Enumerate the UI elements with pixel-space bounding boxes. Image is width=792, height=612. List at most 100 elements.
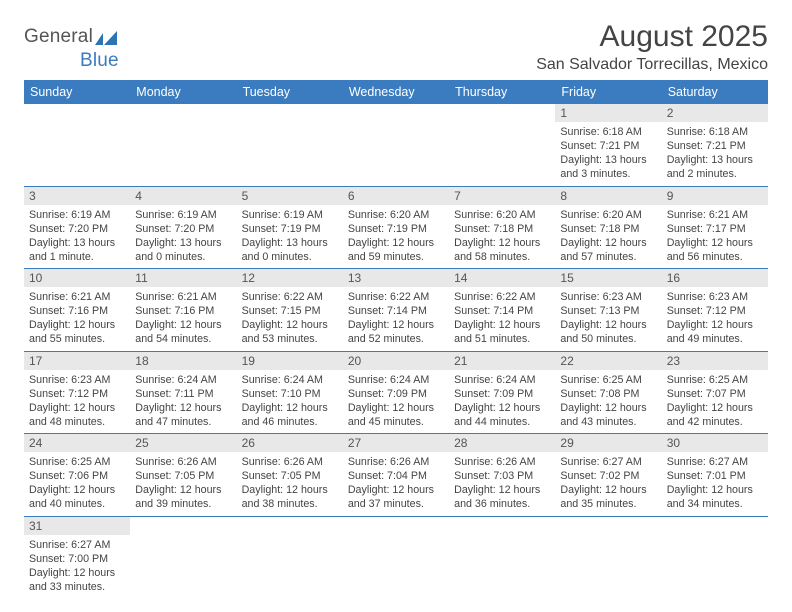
calendar-cell: 14Sunrise: 6:22 AMSunset: 7:14 PMDayligh… <box>449 269 555 352</box>
day-data: Sunrise: 6:19 AMSunset: 7:20 PMDaylight:… <box>24 205 130 269</box>
calendar-cell: . <box>449 516 555 598</box>
sunset-text: Sunset: 7:10 PM <box>242 387 338 401</box>
calendar-cell: 1Sunrise: 6:18 AMSunset: 7:21 PMDaylight… <box>555 104 661 186</box>
sunrise-text: Sunrise: 6:19 AM <box>29 208 125 222</box>
sunrise-text: Sunrise: 6:27 AM <box>29 538 125 552</box>
page-header: General August 2025 San Salvador Torreci… <box>24 20 768 74</box>
day-number: 16 <box>662 269 768 287</box>
calendar-cell: 18Sunrise: 6:24 AMSunset: 7:11 PMDayligh… <box>130 351 236 434</box>
day-data: Sunrise: 6:23 AMSunset: 7:12 PMDaylight:… <box>662 287 768 351</box>
day-data: Sunrise: 6:19 AMSunset: 7:20 PMDaylight:… <box>130 205 236 269</box>
daylight-text: Daylight: 12 hours and 37 minutes. <box>348 483 444 511</box>
calendar-cell: 12Sunrise: 6:22 AMSunset: 7:15 PMDayligh… <box>237 269 343 352</box>
daylight-text: Daylight: 13 hours and 1 minute. <box>29 236 125 264</box>
day-data: Sunrise: 6:22 AMSunset: 7:15 PMDaylight:… <box>237 287 343 351</box>
day-number: 20 <box>343 352 449 370</box>
sunset-text: Sunset: 7:20 PM <box>29 222 125 236</box>
calendar-cell: 22Sunrise: 6:25 AMSunset: 7:08 PMDayligh… <box>555 351 661 434</box>
day-header: Saturday <box>662 80 768 104</box>
sunrise-text: Sunrise: 6:22 AM <box>242 290 338 304</box>
calendar-cell: 30Sunrise: 6:27 AMSunset: 7:01 PMDayligh… <box>662 434 768 517</box>
calendar-cell: 29Sunrise: 6:27 AMSunset: 7:02 PMDayligh… <box>555 434 661 517</box>
day-header: Thursday <box>449 80 555 104</box>
daylight-text: Daylight: 12 hours and 38 minutes. <box>242 483 338 511</box>
daylight-text: Daylight: 12 hours and 33 minutes. <box>29 566 125 594</box>
day-data: Sunrise: 6:24 AMSunset: 7:09 PMDaylight:… <box>343 370 449 434</box>
day-data: Sunrise: 6:18 AMSunset: 7:21 PMDaylight:… <box>662 122 768 186</box>
calendar-row: 31Sunrise: 6:27 AMSunset: 7:00 PMDayligh… <box>24 516 768 598</box>
daylight-text: Daylight: 13 hours and 0 minutes. <box>135 236 231 264</box>
sunrise-text: Sunrise: 6:24 AM <box>242 373 338 387</box>
day-number: 23 <box>662 352 768 370</box>
sunrise-text: Sunrise: 6:26 AM <box>348 455 444 469</box>
day-number: 28 <box>449 434 555 452</box>
daylight-text: Daylight: 12 hours and 52 minutes. <box>348 318 444 346</box>
calendar-row: 10Sunrise: 6:21 AMSunset: 7:16 PMDayligh… <box>24 269 768 352</box>
daylight-text: Daylight: 12 hours and 45 minutes. <box>348 401 444 429</box>
day-number: 13 <box>343 269 449 287</box>
sunset-text: Sunset: 7:12 PM <box>667 304 763 318</box>
calendar-table: Sunday Monday Tuesday Wednesday Thursday… <box>24 80 768 598</box>
calendar-cell: . <box>24 104 130 186</box>
day-number: 30 <box>662 434 768 452</box>
daylight-text: Daylight: 12 hours and 58 minutes. <box>454 236 550 264</box>
daylight-text: Daylight: 12 hours and 56 minutes. <box>667 236 763 264</box>
calendar-row: .....1Sunrise: 6:18 AMSunset: 7:21 PMDay… <box>24 104 768 186</box>
day-data: Sunrise: 6:26 AMSunset: 7:04 PMDaylight:… <box>343 452 449 516</box>
sunrise-text: Sunrise: 6:20 AM <box>348 208 444 222</box>
day-number: 2 <box>662 104 768 122</box>
daylight-text: Daylight: 12 hours and 42 minutes. <box>667 401 763 429</box>
calendar-cell: 17Sunrise: 6:23 AMSunset: 7:12 PMDayligh… <box>24 351 130 434</box>
day-header: Monday <box>130 80 236 104</box>
sunrise-text: Sunrise: 6:24 AM <box>348 373 444 387</box>
calendar-cell: 11Sunrise: 6:21 AMSunset: 7:16 PMDayligh… <box>130 269 236 352</box>
daylight-text: Daylight: 13 hours and 3 minutes. <box>560 153 656 181</box>
logo: General <box>24 26 121 48</box>
sunset-text: Sunset: 7:05 PM <box>242 469 338 483</box>
sunset-text: Sunset: 7:05 PM <box>135 469 231 483</box>
day-number: 14 <box>449 269 555 287</box>
sunset-text: Sunset: 7:15 PM <box>242 304 338 318</box>
calendar-cell: . <box>662 516 768 598</box>
day-data: Sunrise: 6:18 AMSunset: 7:21 PMDaylight:… <box>555 122 661 186</box>
logo-text-blue: Blue <box>80 50 119 71</box>
day-data: Sunrise: 6:22 AMSunset: 7:14 PMDaylight:… <box>343 287 449 351</box>
daylight-text: Daylight: 12 hours and 59 minutes. <box>348 236 444 264</box>
day-number: 9 <box>662 187 768 205</box>
sunset-text: Sunset: 7:11 PM <box>135 387 231 401</box>
sunrise-text: Sunrise: 6:23 AM <box>667 290 763 304</box>
day-number: 5 <box>237 187 343 205</box>
calendar-cell: 23Sunrise: 6:25 AMSunset: 7:07 PMDayligh… <box>662 351 768 434</box>
sunset-text: Sunset: 7:16 PM <box>29 304 125 318</box>
day-number: 26 <box>237 434 343 452</box>
calendar-cell: 31Sunrise: 6:27 AMSunset: 7:00 PMDayligh… <box>24 516 130 598</box>
month-title: August 2025 <box>536 20 768 54</box>
calendar-cell: 25Sunrise: 6:26 AMSunset: 7:05 PMDayligh… <box>130 434 236 517</box>
calendar-cell: 15Sunrise: 6:23 AMSunset: 7:13 PMDayligh… <box>555 269 661 352</box>
daylight-text: Daylight: 12 hours and 51 minutes. <box>454 318 550 346</box>
sunrise-text: Sunrise: 6:21 AM <box>29 290 125 304</box>
title-block: August 2025 San Salvador Torrecillas, Me… <box>536 20 768 74</box>
day-data: Sunrise: 6:21 AMSunset: 7:17 PMDaylight:… <box>662 205 768 269</box>
calendar-cell: 2Sunrise: 6:18 AMSunset: 7:21 PMDaylight… <box>662 104 768 186</box>
daylight-text: Daylight: 12 hours and 39 minutes. <box>135 483 231 511</box>
day-number: 24 <box>24 434 130 452</box>
sunrise-text: Sunrise: 6:21 AM <box>135 290 231 304</box>
day-number: 12 <box>237 269 343 287</box>
daylight-text: Daylight: 12 hours and 40 minutes. <box>29 483 125 511</box>
day-data: Sunrise: 6:24 AMSunset: 7:11 PMDaylight:… <box>130 370 236 434</box>
sunrise-text: Sunrise: 6:26 AM <box>135 455 231 469</box>
sunset-text: Sunset: 7:09 PM <box>454 387 550 401</box>
day-data: Sunrise: 6:27 AMSunset: 7:02 PMDaylight:… <box>555 452 661 516</box>
calendar-cell: . <box>343 516 449 598</box>
calendar-cell: . <box>555 516 661 598</box>
sunrise-text: Sunrise: 6:19 AM <box>242 208 338 222</box>
sunset-text: Sunset: 7:18 PM <box>454 222 550 236</box>
sunrise-text: Sunrise: 6:25 AM <box>29 455 125 469</box>
daylight-text: Daylight: 13 hours and 2 minutes. <box>667 153 763 181</box>
sunset-text: Sunset: 7:21 PM <box>560 139 656 153</box>
calendar-cell: 19Sunrise: 6:24 AMSunset: 7:10 PMDayligh… <box>237 351 343 434</box>
sunset-text: Sunset: 7:19 PM <box>348 222 444 236</box>
daylight-text: Daylight: 12 hours and 44 minutes. <box>454 401 550 429</box>
sunset-text: Sunset: 7:06 PM <box>29 469 125 483</box>
